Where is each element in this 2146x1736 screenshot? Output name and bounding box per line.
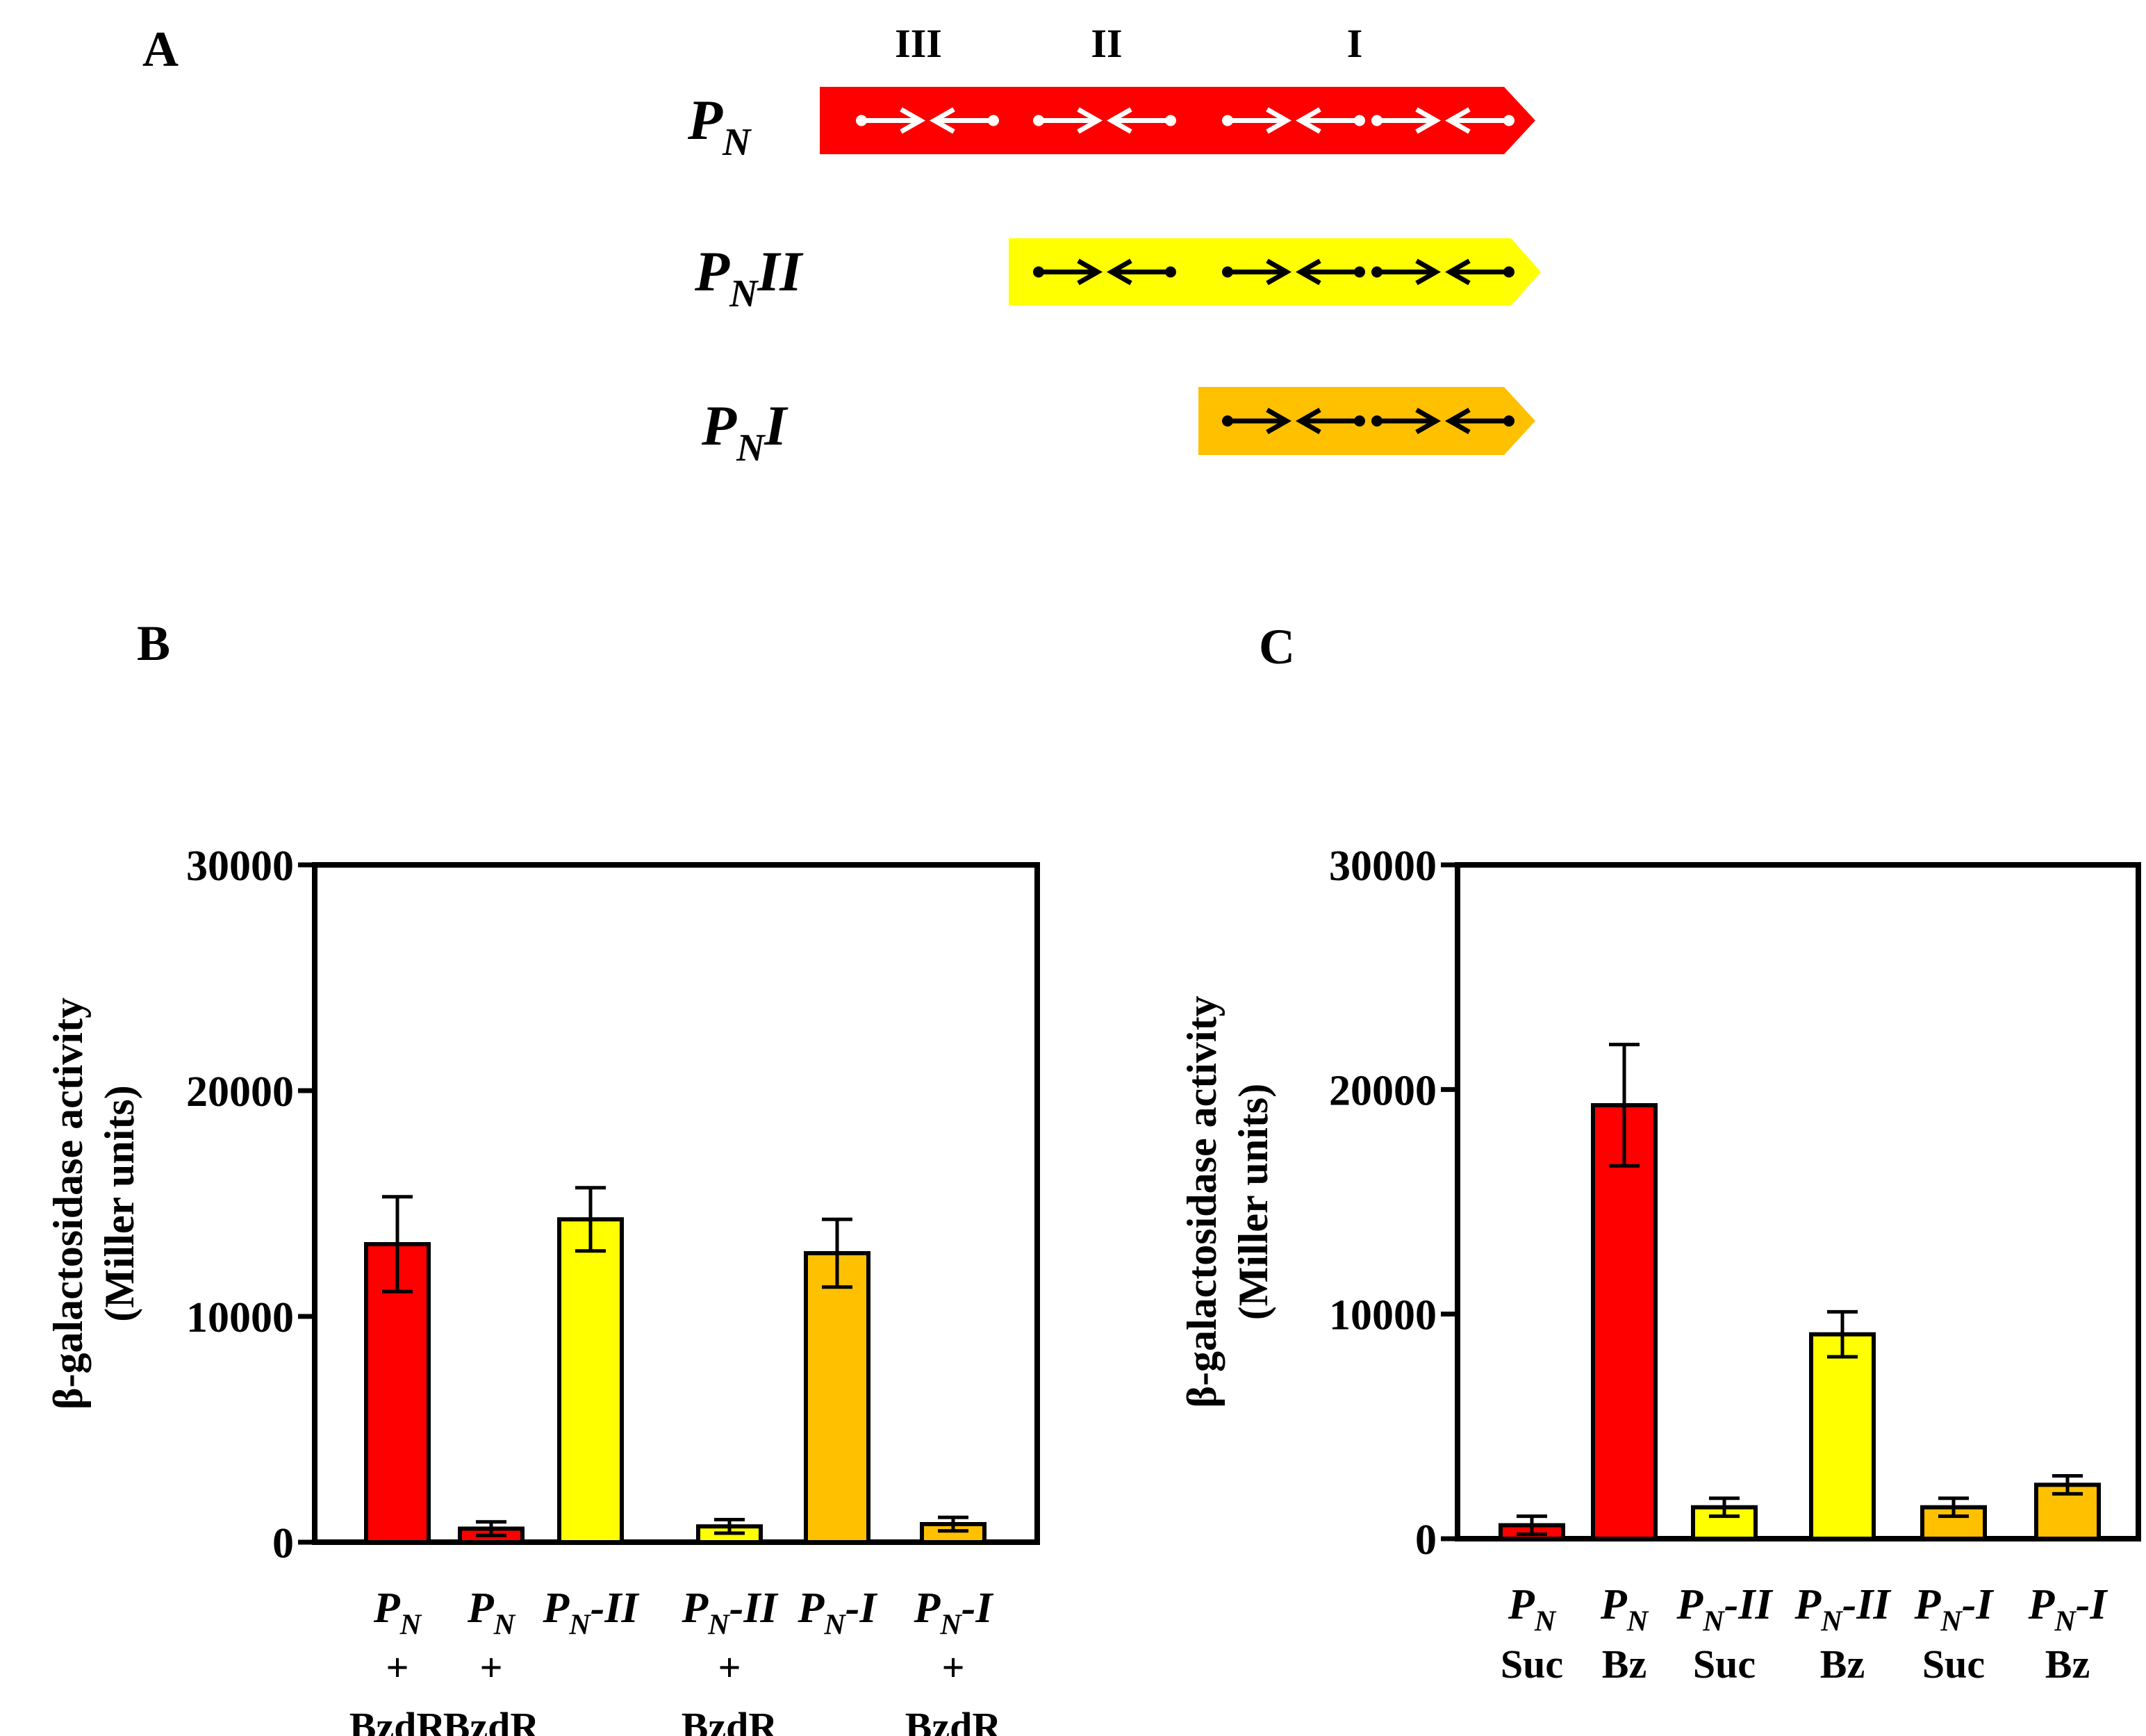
category-name: PN: [1508, 1581, 1557, 1637]
inverted-repeat-site-ii: [1033, 107, 1176, 134]
category-line2: +: [479, 1645, 502, 1690]
inverted-repeat-site-i: [1371, 258, 1514, 286]
error-bar-4: [1827, 1309, 1858, 1359]
category-name: PN-II: [1794, 1581, 1891, 1637]
category-line2: Bz: [1602, 1642, 1646, 1687]
construct-bar-1: [820, 87, 1535, 154]
error-bar-2: [1609, 1043, 1640, 1168]
panel-c-label: C: [1259, 619, 1295, 675]
construct-label-1: PN: [687, 88, 752, 164]
error-bar-6: [938, 1515, 968, 1533]
plot-frame: [312, 862, 1040, 1545]
error-bar-6: [2052, 1473, 2083, 1496]
category-name: PN-II: [542, 1585, 639, 1641]
construct-label-3: PNI: [701, 394, 789, 470]
inverted-repeat-site-i: [1371, 407, 1514, 435]
category-label-3: PN-II: [542, 1585, 639, 1641]
category-label-6: PN-I+ BzdR: [905, 1585, 1002, 1736]
category-label-5: PN-I Suc: [1913, 1581, 1994, 1687]
inverted-repeat-site-ii: [1033, 258, 1176, 286]
error-bar-3: [575, 1186, 606, 1253]
category-line2: +: [386, 1645, 408, 1690]
y-tick-label: 10000: [1329, 1292, 1437, 1339]
error-bar-5: [822, 1217, 852, 1289]
y-tick-label: 30000: [1329, 843, 1437, 890]
y-tick-label: 0: [272, 1520, 294, 1567]
error-bar-2: [476, 1520, 506, 1537]
error-bar-4: [714, 1518, 745, 1535]
bar-3: [557, 1217, 624, 1544]
category-label-2: PN+ BzdR: [443, 1585, 540, 1736]
category-name: PN-II: [1676, 1581, 1773, 1637]
y-axis-label: β-galactosidase activity (Miller units): [45, 998, 142, 1410]
site-label-iii: III: [895, 21, 942, 66]
category-line2: +: [941, 1645, 964, 1690]
category-line3: BzdR: [682, 1704, 779, 1736]
panel-a-label: A: [142, 22, 179, 77]
inverted-repeat-site-i: [1222, 107, 1365, 134]
category-name: PN: [467, 1585, 516, 1641]
category-label-6: PN-I Bz: [2027, 1581, 2108, 1687]
category-line2: +: [718, 1645, 741, 1690]
category-name: PN-I: [1913, 1581, 1994, 1637]
category-label-4: PN-II+ BzdR: [681, 1585, 778, 1736]
error-bar-1: [1517, 1514, 1547, 1537]
category-line2: Bz: [1820, 1642, 1865, 1687]
category-name: PN-II: [681, 1585, 778, 1641]
category-name: PN-I: [797, 1585, 877, 1641]
category-label-4: PN-II Bz: [1794, 1581, 1891, 1687]
category-line2: Suc: [1501, 1642, 1563, 1687]
category-line3: BzdR: [349, 1704, 447, 1736]
category-label-5: PN-I: [797, 1585, 877, 1641]
inverted-repeat-site-i: [1222, 258, 1365, 286]
error-bar-5: [1938, 1496, 1969, 1519]
site-label-ii: II: [1091, 21, 1122, 66]
category-name: PN-I: [913, 1585, 993, 1641]
bar-4: [1809, 1332, 1876, 1541]
construct-bar-3: [1198, 387, 1535, 455]
category-label-1: PN Suc: [1501, 1581, 1563, 1687]
category-line3: BzdR: [905, 1704, 1002, 1736]
y-tick-label: 30000: [186, 843, 294, 890]
y-axis-label: β-galactosidase activity (Miller units): [1179, 995, 1276, 1407]
panel-b-chart: B 0 10000 20000 30000 β-galactosidase activit…: [45, 615, 1040, 1736]
y-tick-label: 0: [1415, 1516, 1437, 1564]
site-label-i: I: [1347, 21, 1363, 66]
error-bar-3: [1709, 1496, 1740, 1519]
category-label-3: PN-II Suc: [1676, 1581, 1773, 1687]
panel-b-label: B: [137, 615, 170, 671]
category-line2: Suc: [1922, 1642, 1985, 1687]
category-line2: Suc: [1693, 1642, 1756, 1687]
inverted-repeat-site-i: [1222, 407, 1365, 435]
bar-2: [1591, 1102, 1658, 1541]
category-line2: Bz: [2045, 1642, 2090, 1687]
plot-frame: [1455, 862, 2141, 1541]
inverted-repeat-site-iii: [856, 107, 999, 134]
bar-1: [364, 1242, 431, 1544]
category-label-1: PN+ BzdR: [349, 1585, 447, 1736]
error-bar-1: [382, 1195, 413, 1293]
category-line3: BzdR: [443, 1704, 540, 1736]
category-name: PN-I: [2027, 1581, 2108, 1637]
construct-label-2: PNII: [694, 240, 804, 315]
panel-c-chart: C 0 10000 20000 30000 β-galactosidase activit…: [1179, 619, 2141, 1687]
bar-5: [804, 1251, 870, 1544]
category-name: PN: [1600, 1581, 1649, 1637]
y-tick-label: 20000: [186, 1068, 294, 1116]
category-label-2: PN Bz: [1600, 1581, 1649, 1687]
y-tick-label: 20000: [1329, 1067, 1437, 1114]
category-name: PN: [373, 1585, 422, 1641]
y-tick-label: 10000: [186, 1294, 294, 1341]
inverted-repeat-site-i: [1371, 107, 1514, 134]
